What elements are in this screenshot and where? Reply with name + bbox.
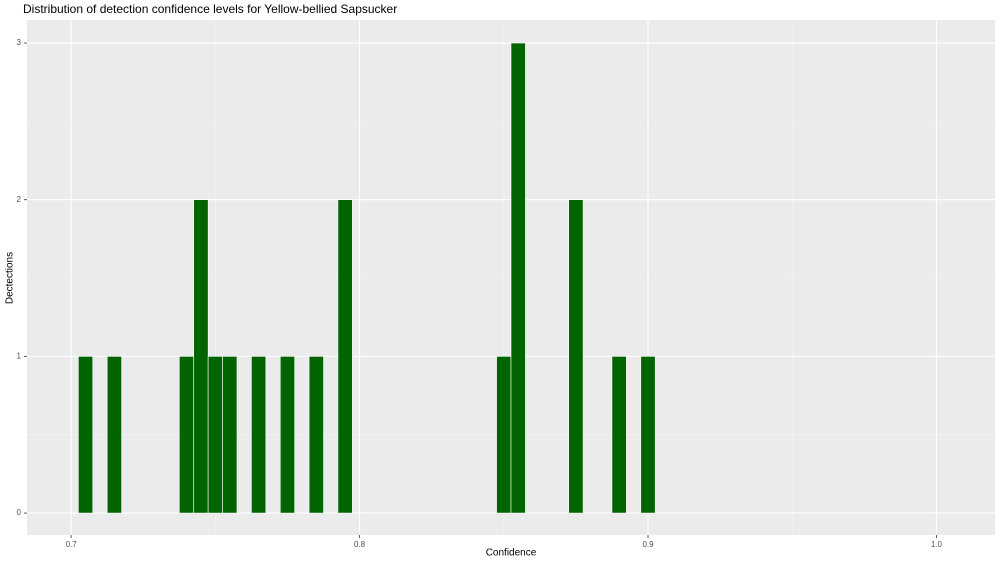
bar (251, 356, 267, 514)
bar (496, 356, 512, 514)
bar (337, 199, 353, 514)
x-axis-label: Confidence (486, 548, 537, 559)
bar (611, 356, 627, 514)
chart-title: Distribution of detection confidence lev… (23, 2, 397, 16)
y-axis-label: Dectections (5, 252, 16, 304)
bar (222, 356, 238, 514)
x-tick-label: 0.7 (66, 540, 78, 549)
bar (279, 356, 295, 514)
x-tick-label: 1.0 (931, 540, 943, 549)
y-tick-label: 2 (17, 195, 22, 204)
x-tick-label: 0.9 (642, 540, 654, 549)
x-tick-label: 0.8 (354, 540, 366, 549)
bar (193, 199, 209, 514)
bar (510, 42, 526, 514)
bar (207, 356, 223, 514)
bar (178, 356, 195, 514)
bar (78, 356, 94, 514)
bar (106, 356, 122, 514)
bar (308, 356, 324, 514)
bar (568, 199, 584, 514)
y-tick-label: 0 (17, 508, 22, 517)
y-tick-label: 1 (17, 351, 22, 360)
bar (640, 356, 656, 514)
y-tick-label: 3 (17, 38, 22, 47)
